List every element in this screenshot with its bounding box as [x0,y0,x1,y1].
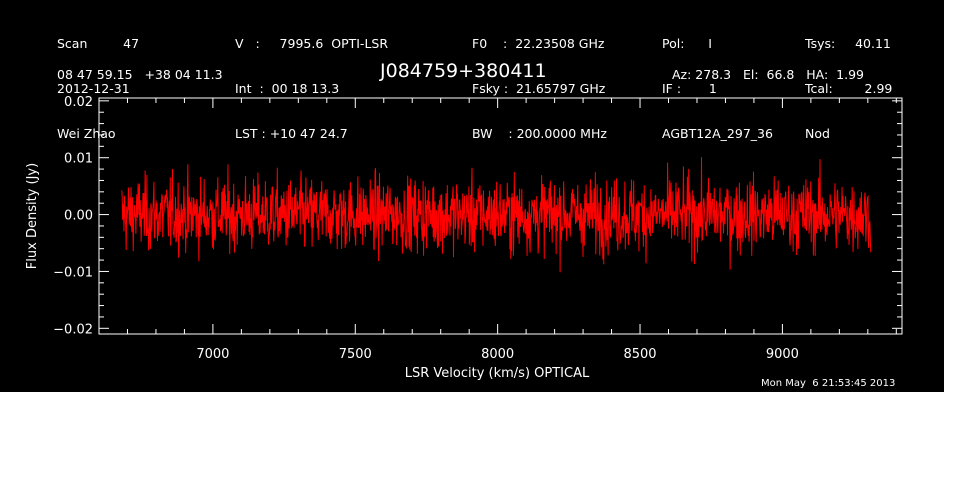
header-col5: Tsys: 40.11 Tcal: 2.99 Nod [805,6,892,171]
if-label: IF : 1 [662,81,717,96]
x-tick-label: 7500 [339,347,372,362]
header-col1: Scan 47 2012-12-31 Wei Zhao [57,6,139,171]
header-col2: V : 7995.6 OPTI-LSR Int : 00 18 13.3 LST… [235,6,388,171]
y-tick-label: 0.01 [64,152,93,167]
date-label: 2012-12-31 [57,81,130,96]
x-tick-label: 8500 [623,347,656,362]
pol-label: Pol: I [662,36,712,51]
x-axis-title: LSR Velocity (km/s) OPTICAL [405,366,590,381]
integration-label: Int : 00 18 13.3 [235,81,340,96]
spectrum-chart: 7000 7500 8000 8500 9000 −0.02 −0.01 0.00 0.01 0.… [25,95,903,381]
y-axis-title: Flux Density (Jy) [25,163,40,269]
x-tick-label: 9000 [766,347,799,362]
f0-label: F0 : 22.23508 GHz [472,36,605,51]
axis-tick-labels: 7000 7500 8000 8500 9000 −0.02 −0.01 0.00 0.01 0.… [53,95,799,362]
az-el-ha-label: Az: 278.3 El: 66.8 HA: 1.99 [672,67,865,82]
y-tick-label: 0.00 [64,209,93,224]
lst-label: LST : +10 47 24.7 [235,126,348,141]
header-col3: F0 : 22.23508 GHz Fsky : 21.65797 GHz BW… [472,6,607,171]
plot-frame [98,97,903,335]
y-tick-label: 0.02 [64,95,93,110]
axis-ticks [98,98,902,334]
tcal-label: Tcal: 2.99 [805,81,893,96]
timestamp: Mon May 6 21:53:45 2013 [761,378,896,389]
plot-window: Scan 47 2012-12-31 Wei Zhao V : 7995.6 O… [0,0,944,392]
velocity-label: V : 7995.6 OPTI-LSR [235,36,389,51]
observer-label: Wei Zhao [57,126,116,141]
scan-label: Scan 47 [57,36,140,51]
y-tick-label: −0.01 [53,265,93,280]
y-tick-label: −0.02 [53,322,93,337]
x-tick-label: 8000 [481,347,514,362]
bandwidth-label: BW : 200.0000 MHz [472,126,607,141]
spectrum-series-line [121,157,872,273]
x-tick-label: 7000 [196,347,229,362]
header-col4: Pol: I IF : 1 AGBT12A_297_36 [662,6,773,171]
source-name: J084759+380411 [380,60,547,82]
tsys-label: Tsys: 40.11 [805,36,891,51]
coordinates-label: 08 47 59.15 +38 04 11.3 [57,67,223,82]
project-label: AGBT12A_297_36 [662,126,773,141]
mode-label: Nod [805,126,830,141]
fsky-label: Fsky : 21.65797 GHz [472,81,606,96]
